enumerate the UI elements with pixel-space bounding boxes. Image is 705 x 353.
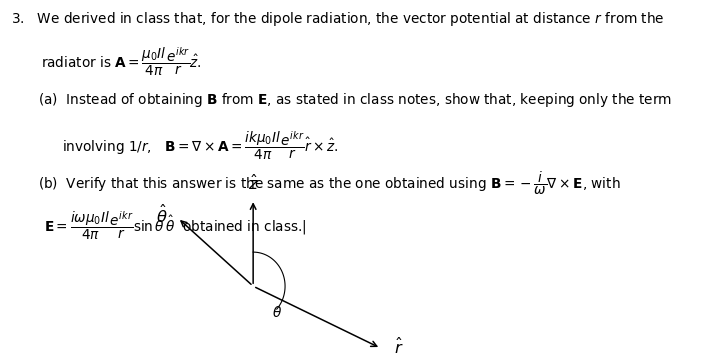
Text: 3.   We derived in class that, for the dipole radiation, the vector potential at: 3. We derived in class that, for the dip… bbox=[11, 10, 665, 28]
Text: $\theta$: $\theta$ bbox=[271, 305, 282, 320]
Text: $\mathbf{E} = \dfrac{i\omega\mu_0 Il}{4\pi}\dfrac{e^{ikr}}{r}\sin\theta\,\hat{\t: $\mathbf{E} = \dfrac{i\omega\mu_0 Il}{4\… bbox=[44, 210, 307, 243]
Text: $\hat{r}$: $\hat{r}$ bbox=[393, 337, 403, 353]
Text: (b)  Verify that this answer is the same as the one obtained using $\mathbf{B} =: (b) Verify that this answer is the same … bbox=[38, 170, 621, 197]
Text: $\hat{z}$: $\hat{z}$ bbox=[247, 174, 259, 193]
Text: $\hat{\theta}$: $\hat{\theta}$ bbox=[156, 204, 167, 226]
Text: involving $1/r$,   $\mathbf{B} = \nabla \times \mathbf{A} = \dfrac{ik\mu_0 Il}{4: involving $1/r$, $\mathbf{B} = \nabla \t… bbox=[61, 130, 338, 162]
Text: (a)  Instead of obtaining $\mathbf{B}$ from $\mathbf{E}$, as stated in class not: (a) Instead of obtaining $\mathbf{B}$ fr… bbox=[38, 91, 673, 109]
Text: radiator is $\mathbf{A} = \dfrac{\mu_0 Il}{4\pi}\dfrac{e^{ikr}}{r}\hat{z}$.: radiator is $\mathbf{A} = \dfrac{\mu_0 I… bbox=[42, 46, 202, 78]
